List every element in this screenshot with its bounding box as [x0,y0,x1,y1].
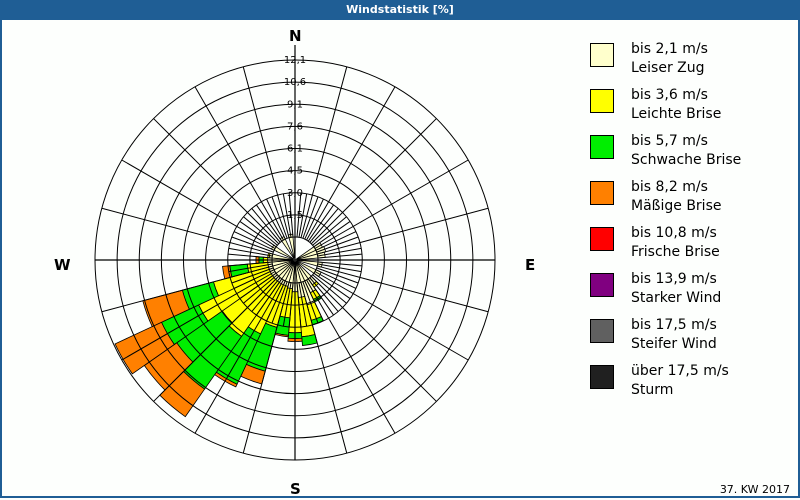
ring-label: 9,1 [287,99,303,110]
ring-label: 10,6 [284,77,306,88]
legend-range: bis 8,2 m/s [631,179,708,195]
petal-segment [114,321,175,375]
legend-label: Starker Wind [631,290,722,306]
legend-range: bis 2,1 m/s [631,41,708,57]
ring-label: 1,5 [287,210,303,221]
ring-label: 6,1 [287,144,303,155]
legend-item-steifer-wind: bis 17,5 m/s Steifer Wind [588,317,788,363]
legend-swatch [590,365,614,389]
legend-label: Leichte Brise [631,106,722,122]
window-title: Windstatistik [%] [0,0,800,20]
week-label: 37. KW 2017 [719,483,790,496]
legend-range: bis 17,5 m/s [631,317,717,333]
legend-item-leiser-zug: bis 2,1 m/s Leiser Zug [588,41,788,87]
polar-grid [94,45,496,461]
legend-swatch [590,227,614,251]
legend-range: bis 5,7 m/s [631,133,708,149]
legend-swatch [590,181,614,205]
ring-label: 4,5 [287,166,303,177]
legend-item-starker-wind: bis 13,9 m/s Starker Wind [588,271,788,317]
ring-labels: 1,5 3,0 4,5 6,1 7,6 9,1 10,6 12,1 [284,55,306,221]
legend-label: Sturm [631,382,674,398]
ring-label: 3,0 [287,188,303,199]
legend-swatch [590,89,614,113]
legend-range: bis 13,9 m/s [631,271,717,287]
legend-swatch [590,273,614,297]
wind-rose-chart: 1,5 3,0 4,5 6,1 7,6 9,1 10,6 12,1 [94,45,496,461]
compass-north-label: N [289,27,302,45]
legend-item-frische-brise: bis 10,8 m/s Frische Brise [588,225,788,271]
legend-range: bis 3,6 m/s [631,87,708,103]
legend-swatch [590,319,614,343]
legend-label: Leiser Zug [631,60,705,76]
petal-segment [301,334,318,347]
legend-label: Schwache Brise [631,152,742,168]
legend-item-sturm: über 17,5 m/s Sturm [588,363,788,409]
legend-range: bis 10,8 m/s [631,225,717,241]
ring-label: 12,1 [284,55,306,66]
legend-label: Frische Brise [631,244,720,260]
legend-swatch [590,135,614,159]
legend-range: über 17,5 m/s [631,363,729,379]
legend-item-maessige-brise: bis 8,2 m/s Mäßige Brise [588,179,788,225]
legend-swatch [590,43,614,67]
legend-item-leichte-brise: bis 3,6 m/s Leichte Brise [588,87,788,133]
compass-east-label: E [525,256,536,274]
legend-item-schwache-brise: bis 5,7 m/s Schwache Brise [588,133,788,179]
compass-west-label: W [54,256,71,274]
ring-label: 7,6 [287,121,303,132]
legend-label: Mäßige Brise [631,198,722,214]
legend-label: Steifer Wind [631,336,717,352]
compass-south-label: S [290,480,301,498]
